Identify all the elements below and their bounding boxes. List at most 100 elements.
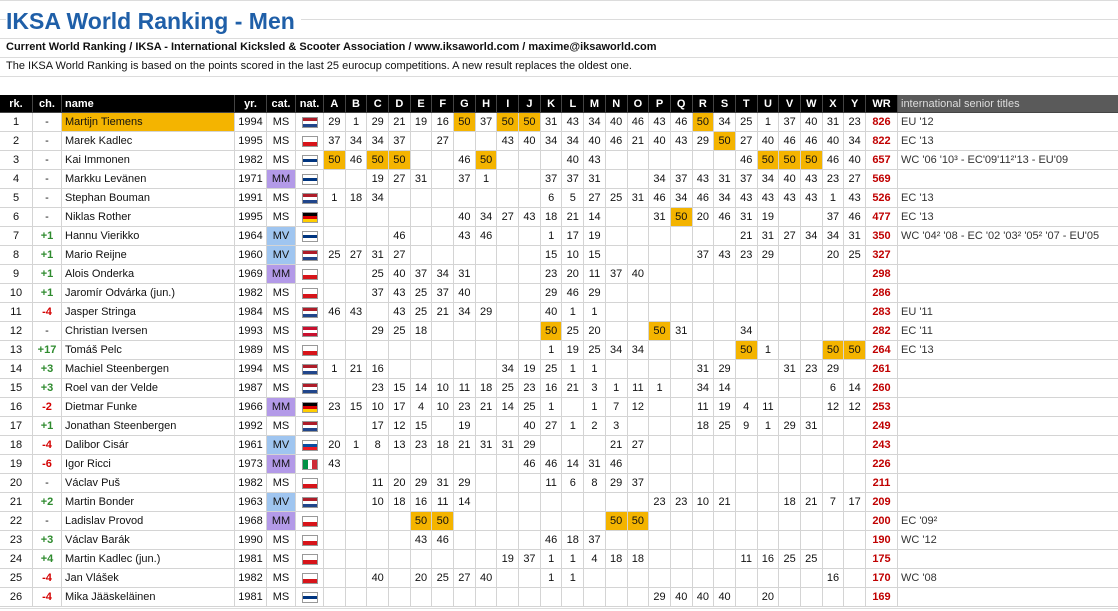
points: [735, 531, 758, 550]
points: [519, 189, 541, 208]
rank-change: -2: [33, 398, 62, 417]
rank: 5: [0, 189, 33, 208]
points: [649, 436, 671, 455]
points: 34: [605, 341, 628, 360]
points: 46: [324, 303, 346, 322]
points: 19: [714, 398, 736, 417]
points: 25: [410, 303, 433, 322]
note: The IKSA World Ranking is based on the p…: [6, 58, 632, 75]
points: 25: [562, 322, 585, 341]
points: 23: [410, 436, 433, 455]
rank-change: -: [33, 151, 62, 170]
birth-year: 1995: [235, 208, 267, 227]
points: [627, 284, 650, 303]
points: 43: [345, 303, 368, 322]
points: [692, 341, 715, 360]
points: [844, 512, 866, 531]
points: [324, 512, 346, 531]
category: MM: [267, 398, 296, 417]
points: 50: [410, 512, 433, 531]
points: 40: [454, 284, 476, 303]
points: [454, 360, 476, 379]
column-header: rk.: [0, 95, 33, 113]
points: 40: [605, 113, 628, 132]
points: 15: [389, 379, 411, 398]
birth-year: 1984: [235, 303, 267, 322]
rank-change: +4: [33, 550, 62, 569]
rank: 6: [0, 208, 33, 227]
points: [475, 265, 498, 284]
rank: 22: [0, 512, 33, 531]
points: 34: [562, 132, 585, 151]
points: 6: [562, 474, 585, 493]
points: 18: [605, 550, 628, 569]
points: 40: [367, 569, 390, 588]
points: [692, 436, 715, 455]
column-header: yr.: [235, 95, 267, 113]
points: 1: [324, 189, 346, 208]
points: [454, 455, 476, 474]
points: [410, 132, 433, 151]
points: [540, 512, 563, 531]
points: [562, 512, 585, 531]
points: 21: [714, 493, 736, 512]
points: 1: [562, 360, 585, 379]
points: 40: [670, 588, 693, 607]
points: 37: [432, 284, 455, 303]
titles: EC '11: [898, 322, 1118, 341]
points: [757, 455, 780, 474]
points: [670, 398, 693, 417]
points: [519, 227, 541, 246]
points: [410, 246, 433, 265]
category: MM: [267, 455, 296, 474]
points: 46: [735, 151, 758, 170]
points: [822, 322, 845, 341]
points: 43: [714, 246, 736, 265]
points: 50: [497, 113, 520, 132]
points: 23: [324, 398, 346, 417]
points: 31: [735, 208, 758, 227]
points: 37: [584, 531, 606, 550]
points: [822, 417, 845, 436]
points: [649, 151, 671, 170]
points: 20: [410, 569, 433, 588]
points: [822, 284, 845, 303]
page-title: IKSA World Ranking - Men: [6, 4, 301, 38]
points: [519, 151, 541, 170]
points: 9: [735, 417, 758, 436]
rank: 21: [0, 493, 33, 512]
column-header: B: [345, 95, 368, 113]
category: MS: [267, 208, 296, 227]
flag: [302, 516, 318, 527]
points: [432, 417, 455, 436]
category: MM: [267, 512, 296, 531]
points: 20: [822, 246, 845, 265]
points: 31: [367, 246, 390, 265]
rank-change: +2: [33, 493, 62, 512]
points: [345, 265, 368, 284]
points: [714, 284, 736, 303]
points: [432, 170, 455, 189]
points: 34: [540, 132, 563, 151]
points: [324, 227, 346, 246]
points: [367, 227, 390, 246]
birth-year: 1991: [235, 189, 267, 208]
points: [605, 208, 628, 227]
rank-change: -4: [33, 569, 62, 588]
points: 10: [367, 493, 390, 512]
points: [627, 360, 650, 379]
points: 34: [497, 360, 520, 379]
points: 29: [692, 132, 715, 151]
points: [345, 531, 368, 550]
points: [367, 208, 390, 227]
world-ranking-points: 261: [866, 360, 898, 379]
points: [519, 341, 541, 360]
flag: [302, 478, 318, 489]
points: [627, 588, 650, 607]
world-ranking-points: 243: [866, 436, 898, 455]
points: 19: [454, 417, 476, 436]
column-header: U: [757, 95, 780, 113]
points: 37: [324, 132, 346, 151]
points: [497, 417, 520, 436]
rank-change: -: [33, 189, 62, 208]
